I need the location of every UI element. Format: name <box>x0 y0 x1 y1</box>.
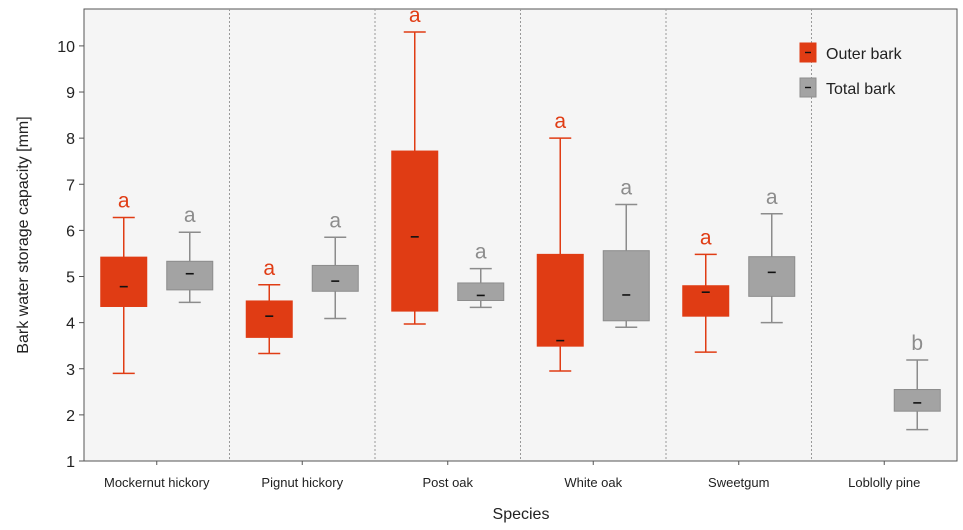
x-tick-label: Post oak <box>422 475 473 490</box>
total-bark-box-group: a <box>602 177 650 328</box>
x-tick-label: White oak <box>564 475 622 490</box>
legend-label: Outer bark <box>826 46 903 63</box>
significance-letter: a <box>700 226 712 249</box>
total-bark-box <box>457 282 505 301</box>
y-tick-label: 4 <box>66 316 75 333</box>
total-bark-box-group: a <box>748 186 796 324</box>
y-tick-label: 8 <box>66 131 75 148</box>
significance-letter: a <box>118 189 130 212</box>
outer-bark-box-group: a <box>682 226 730 353</box>
outer-bark-box <box>100 256 148 307</box>
y-tick-label: 5 <box>66 270 75 287</box>
y-tick-label: 10 <box>57 39 75 56</box>
y-tick-label: 1 <box>66 454 75 471</box>
significance-letter: b <box>911 332 923 355</box>
legend-label: Total bark <box>826 81 896 98</box>
outer-bark-box <box>682 285 730 317</box>
total-bark-box <box>602 250 650 322</box>
significance-letter: a <box>409 4 421 27</box>
significance-letter: a <box>329 209 341 232</box>
y-tick-label: 9 <box>66 85 75 102</box>
total-bark-box <box>311 264 359 292</box>
total-bark-box-group: a <box>311 209 359 320</box>
total-bark-box <box>748 256 796 297</box>
legend: Outer bark Total bark <box>799 42 903 98</box>
x-tick-label: Sweetgum <box>708 475 769 490</box>
outer-bark-box <box>245 300 293 338</box>
significance-letter: a <box>554 110 566 133</box>
y-tick-label: 6 <box>66 223 75 240</box>
significance-letter: a <box>620 177 632 200</box>
total-bark-box-group: b <box>893 332 941 431</box>
outer-bark-box-group: a <box>100 189 148 375</box>
outer-bark-box-group: a <box>245 257 293 355</box>
total-bark-box-group: a <box>457 241 505 309</box>
y-tick-label: 3 <box>66 362 75 379</box>
outer-bark-box-group: a <box>391 4 439 325</box>
total-bark-box-group: a <box>166 204 214 304</box>
x-tick-label: Pignut hickory <box>261 475 343 490</box>
significance-letter: a <box>766 186 778 209</box>
x-tick-label: Mockernut hickory <box>104 475 210 490</box>
significance-letter: a <box>263 257 275 280</box>
x-tick-label: Loblolly pine <box>848 475 920 490</box>
significance-letter: a <box>184 204 196 227</box>
total-bark-box <box>893 389 941 412</box>
significance-letter: a <box>475 241 487 264</box>
y-axis-title: Bark water storage capacity [mm] <box>15 116 32 353</box>
outer-bark-box <box>536 253 584 347</box>
outer-bark-box <box>391 150 439 312</box>
outer-bark-box-group: a <box>536 110 584 372</box>
y-tick-label: 7 <box>66 177 75 194</box>
x-axis-title: Species <box>493 506 550 523</box>
y-tick-label: 2 <box>66 408 75 425</box>
total-bark-box <box>166 260 214 291</box>
